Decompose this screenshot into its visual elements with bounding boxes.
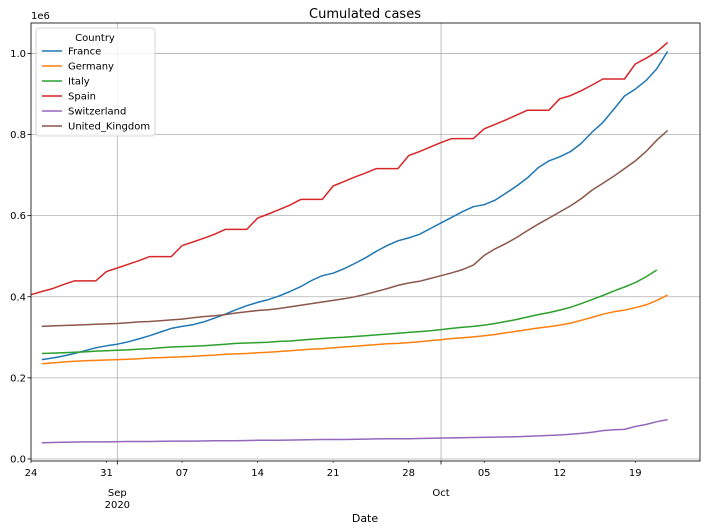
y-tick-label: 0.6: [10, 211, 26, 222]
legend-box: [35, 27, 156, 137]
x-minor-tick-label: 24: [25, 468, 38, 479]
x-minor-tick-label: 07: [176, 468, 189, 479]
series-line-switzerland: [41, 418, 668, 444]
x-minor-tick-label: 05: [478, 468, 491, 479]
plot-frame: [30, 22, 701, 462]
x-major-tick-label: Oct: [432, 488, 449, 499]
x-minor-tick-label: 21: [327, 468, 340, 479]
y-tick-label: 0.4: [10, 292, 26, 303]
series-lines: [30, 41, 669, 444]
x-minor-tick-label: 19: [629, 468, 642, 479]
series-line-germany: [41, 294, 668, 365]
grid-lines: [31, 23, 700, 461]
y-tick-label: 0.0: [10, 454, 26, 465]
chart-title: Cumulated cases: [309, 7, 421, 22]
x-major-tick-label: Sep 2020: [105, 488, 130, 511]
x-minor-tick-label: 31: [100, 468, 113, 479]
legend-label: United_Kingdom: [68, 122, 150, 133]
y-axis-ticks: 0.0 0.2 0.4 0.6 0.8 1.0: [10, 49, 31, 465]
series-line-united-kingdom: [41, 129, 669, 328]
x-axis-label: Date: [352, 512, 379, 525]
legend-title: Country: [75, 33, 115, 44]
legend-label: Switzerland: [68, 107, 126, 118]
x-minor-tick-label: 28: [402, 468, 415, 479]
x-minor-tick-label: 14: [251, 468, 264, 479]
legend-entries: France Germany Italy Spain Switzerland United…: [42, 47, 150, 133]
y-tick-label: 1.0: [10, 49, 26, 60]
y-tick-label: 0.8: [10, 130, 26, 141]
legend-label: Italy: [68, 77, 90, 88]
series-line-france: [41, 51, 669, 361]
legend: Country France Germany Italy Spain Switzerla…: [35, 27, 156, 137]
legend-label: Spain: [68, 92, 96, 103]
x-minor-tick-label: 12: [553, 468, 566, 479]
legend-label: France: [68, 47, 101, 58]
series-line-italy: [41, 269, 658, 355]
series-line-spain: [30, 41, 669, 296]
x-axis-ticks: Sep 2020 Oct 24 31 07 14 21 28 05 12 19: [25, 461, 642, 511]
y-tick-label: 0.2: [10, 373, 26, 384]
y-scale-label: 1e6: [31, 11, 50, 22]
legend-label: Germany: [68, 62, 114, 73]
